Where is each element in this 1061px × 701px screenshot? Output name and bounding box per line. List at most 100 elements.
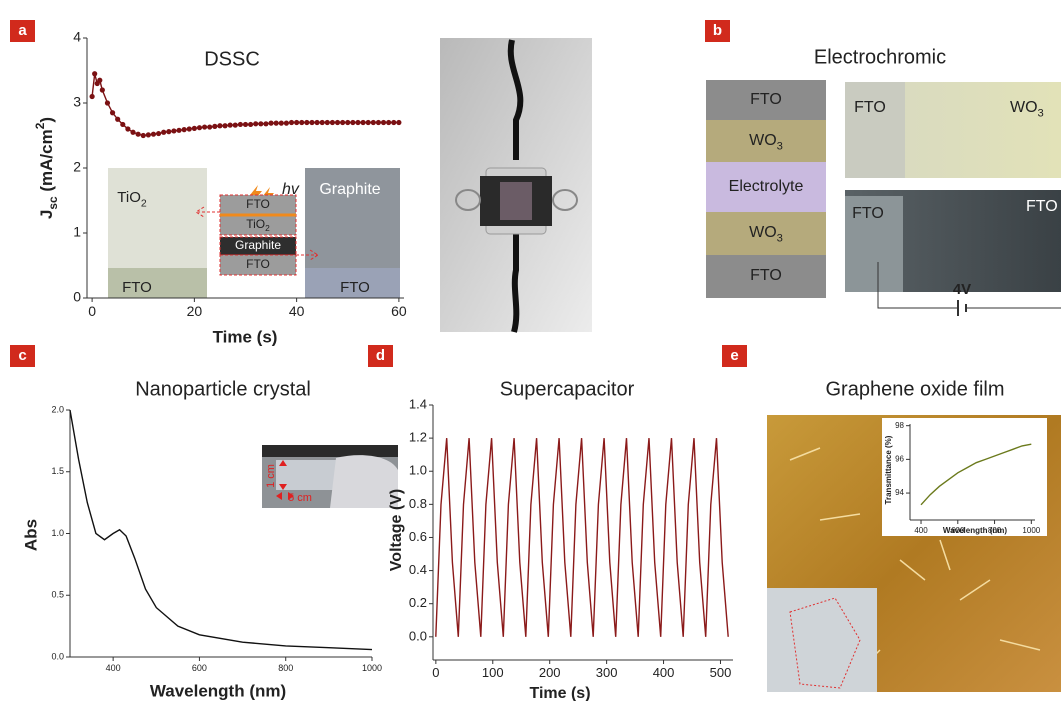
data-point <box>156 131 161 136</box>
photo-label: FTO <box>854 99 886 116</box>
data-point <box>299 120 304 125</box>
x-tick-label: 1000 <box>362 663 382 673</box>
fto-edge <box>845 82 905 178</box>
panel-title: Electrochromic <box>814 46 946 68</box>
data-point <box>166 129 171 134</box>
data-point <box>187 126 192 131</box>
panel-label: b <box>713 22 722 39</box>
data-point <box>192 126 197 131</box>
data-point <box>294 120 299 125</box>
y-tick-label: 1.0 <box>409 463 427 478</box>
data-point <box>105 100 110 105</box>
x-tick-label: 0 <box>432 665 439 680</box>
text-part: sc <box>46 196 60 210</box>
data-point <box>396 120 401 125</box>
data-point <box>197 125 202 130</box>
y-tick-label: 1.2 <box>409 430 427 445</box>
data-point <box>238 122 243 127</box>
text-part: TiO <box>246 217 265 231</box>
data-point <box>386 120 391 125</box>
data-point <box>125 126 130 131</box>
text-part: 3 <box>1038 108 1044 120</box>
y-axis-label: Jsc (mA/cm2) <box>33 117 60 219</box>
chart-title: Nanoparticle crystal <box>135 378 311 400</box>
data-point <box>141 133 146 138</box>
data-point <box>212 124 217 129</box>
x-tick-label: 60 <box>391 303 407 319</box>
panel-label: d <box>376 347 385 364</box>
x-tick-label: 20 <box>187 303 203 319</box>
x-tick-label: 200 <box>539 665 561 680</box>
x-axis-label: Wavelength (nm) <box>943 526 1007 535</box>
device-cell <box>500 182 532 220</box>
photo-label: Graphite <box>319 181 380 198</box>
data-point <box>355 120 360 125</box>
data-point <box>360 120 365 125</box>
data-point <box>92 71 97 76</box>
chart-title: DSSC <box>204 48 260 70</box>
x-tick-label: 600 <box>192 663 207 673</box>
x-tick-label: 400 <box>106 663 121 673</box>
photo-label: FTO <box>122 279 152 296</box>
text-part: (mA/cm <box>37 129 56 196</box>
data-point <box>304 120 309 125</box>
data-point <box>182 127 187 132</box>
x-tick-label: 0 <box>88 303 96 319</box>
x-axis-label: Time (s) <box>529 685 590 701</box>
data-point <box>233 123 238 128</box>
data-point <box>320 120 325 125</box>
panel-label: a <box>18 22 27 39</box>
data-point <box>97 78 102 83</box>
panel-label: e <box>730 347 738 364</box>
data-point <box>279 121 284 126</box>
data-point <box>151 132 156 137</box>
y-tick-label: 2 <box>73 159 81 175</box>
text-part: 3 <box>777 141 783 153</box>
data-point <box>258 121 263 126</box>
data-point <box>228 123 233 128</box>
battery <box>958 300 966 316</box>
y-tick-label: 0.0 <box>51 651 64 661</box>
x-tick-label: 40 <box>289 303 305 319</box>
text-part: WO <box>1010 99 1038 116</box>
data-point <box>161 130 166 135</box>
data-point <box>146 132 151 137</box>
y-tick-label: 98 <box>895 421 904 430</box>
y-tick-label: 0.5 <box>51 590 64 600</box>
y-axis-label: Abs <box>21 519 40 551</box>
photo-top <box>262 445 398 457</box>
y-axis-label: Transmittance (%) <box>884 435 893 504</box>
x-tick-label: 400 <box>653 665 675 680</box>
data-point <box>268 121 273 126</box>
data-point <box>100 87 105 92</box>
data-point <box>248 122 253 127</box>
y-tick-label: 3 <box>73 94 81 110</box>
y-tick-label: 4 <box>73 29 81 45</box>
data-line <box>436 438 728 637</box>
layer-label: FTO <box>246 197 270 211</box>
data-point <box>263 121 268 126</box>
x-tick-label: 100 <box>482 665 504 680</box>
data-point <box>345 120 350 125</box>
data-point <box>376 120 381 125</box>
data-point <box>335 120 340 125</box>
y-tick-label: 0.0 <box>409 628 427 643</box>
y-tick-label: 1 <box>73 224 81 240</box>
text-part: 2 <box>265 223 270 233</box>
text-part: WO <box>749 132 777 149</box>
data-point <box>391 120 396 125</box>
layer-label: Graphite <box>235 238 281 252</box>
y-tick-label: 2.0 <box>51 404 64 414</box>
x-axis-label: Time (s) <box>213 327 278 346</box>
data-point <box>309 120 314 125</box>
y-tick-label: 0.2 <box>409 595 427 610</box>
data-point <box>289 120 294 125</box>
panel-title: Graphene oxide film <box>826 378 1005 400</box>
data-point <box>381 120 386 125</box>
data-point <box>217 123 222 128</box>
text-part: J <box>37 210 56 219</box>
y-tick-label: 96 <box>895 454 904 463</box>
photo-label: FTO <box>852 205 884 222</box>
data-point <box>120 122 125 127</box>
photo-label: FTO <box>340 279 370 296</box>
